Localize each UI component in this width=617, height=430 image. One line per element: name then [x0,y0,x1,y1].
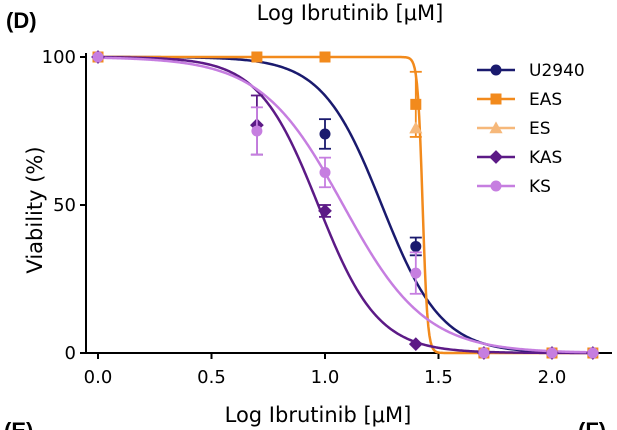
data-point-eas [410,98,422,110]
top-title: Log Ibrutinib [μM] [257,1,444,25]
data-point-eas [251,51,263,63]
y-tick-label: 0 [65,343,76,364]
fit-curve-ks [97,56,598,354]
fit-curve-kas [98,55,598,355]
legend-label-kas: KAS [529,148,562,168]
legend-marker-ks [490,180,502,192]
data-point-kas [318,204,332,218]
plot-area: 0.0 0.5 1.0 1.5 2.0 0 50 100 [42,47,612,388]
data-point-u2940 [319,128,331,140]
x-tick-label: 1.5 [424,367,453,388]
data-point-ks [478,347,490,359]
y-tick-label: 50 [53,195,76,216]
panel-label-f: (F) [578,418,606,430]
data-point-eas [319,51,331,63]
panel-label-d: (D) [6,8,37,33]
x-axis-title: Log Ibrutinib [μM] [225,403,412,427]
x-tick-label: 0.5 [197,367,226,388]
legend: U2940 EAS ES KAS KS [477,61,585,197]
data-point-ks [546,347,558,359]
legend-label-eas: EAS [529,90,562,110]
data-point-ks [410,267,422,279]
data-point-ks [319,166,331,178]
y-tick-label: 100 [42,47,76,68]
legend-marker-u2940 [490,64,502,76]
legend-label-es: ES [529,119,551,139]
x-tick-label: 2.0 [538,367,567,388]
x-tick-label: 0.0 [84,367,113,388]
data-point-u2940 [410,240,422,252]
x-tick-label: 1.0 [311,367,340,388]
fit-curve-u2940 [98,55,598,355]
panel-label-e: (E) [4,418,33,430]
legend-label-u2940: U2940 [529,61,585,81]
data-point-kas [408,337,423,351]
legend-marker-eas [490,93,502,105]
y-axis-title: Viability (%) [23,146,47,273]
legend-marker-es [489,121,503,134]
data-point-ks [92,51,104,63]
fit-curve-eas [98,55,598,355]
legend-marker-kas [489,150,503,164]
data-point-ks [251,125,263,137]
data-point-es [409,121,423,134]
legend-label-ks: KS [529,177,551,197]
data-point-ks [587,347,599,359]
